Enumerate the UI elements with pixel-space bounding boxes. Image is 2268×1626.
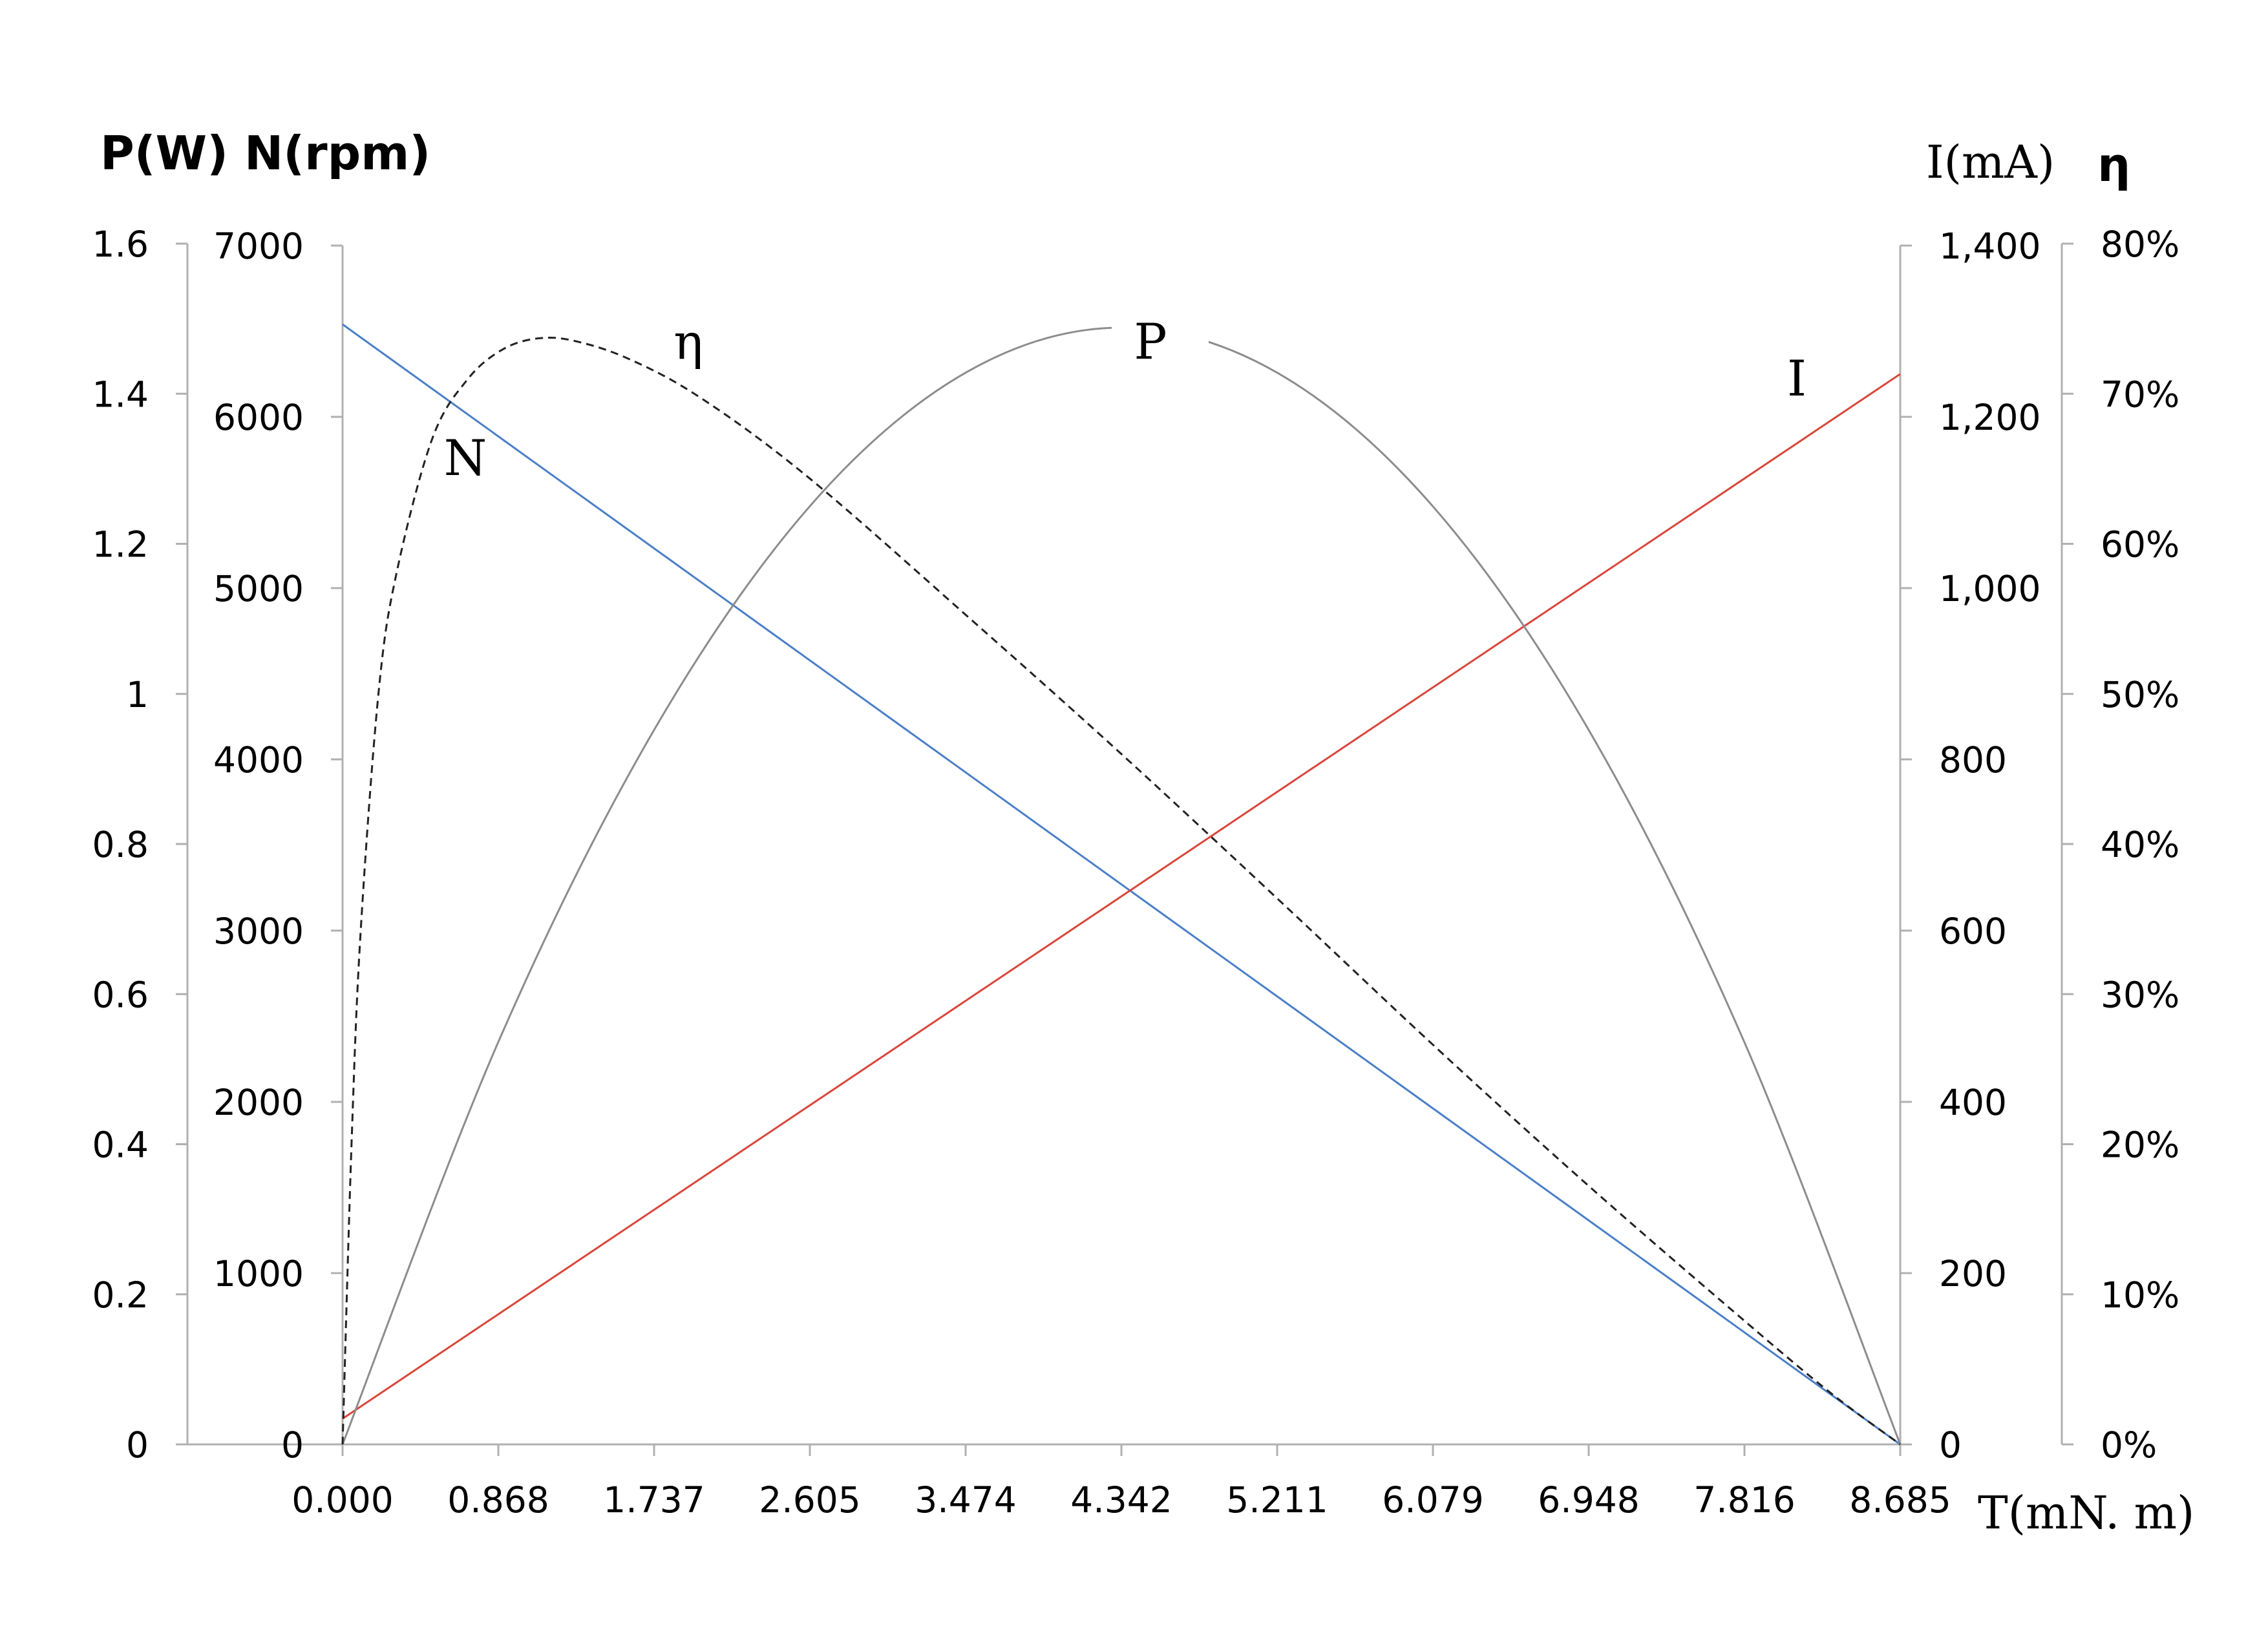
x-tick-label: 0.000 bbox=[291, 1479, 393, 1521]
x-tick-label: 2.605 bbox=[759, 1479, 860, 1521]
speed-curve-label: N bbox=[444, 429, 487, 487]
efficiency-axis-title: η bbox=[2097, 138, 2130, 192]
power-tick-label: 1 bbox=[126, 674, 149, 715]
current-curve-label: I bbox=[1787, 350, 1807, 407]
speed-tick-label: 4000 bbox=[213, 739, 304, 781]
current-tick-label: 200 bbox=[1939, 1253, 2007, 1294]
current-axis-title: I(mA) bbox=[1926, 136, 2055, 189]
power-tick-label: 0 bbox=[126, 1424, 149, 1466]
power-tick-label: 0.2 bbox=[92, 1274, 149, 1316]
efficiency-tick-label: 80% bbox=[2101, 224, 2179, 265]
current-tick-label: 400 bbox=[1939, 1082, 2007, 1123]
current-tick-label: 1,000 bbox=[1939, 568, 2040, 609]
speed-tick-label: 7000 bbox=[213, 226, 304, 267]
speed-tick-label: 2000 bbox=[213, 1082, 304, 1123]
x-tick-label: 0.868 bbox=[447, 1479, 549, 1521]
efficiency-tick-label: 40% bbox=[2101, 824, 2179, 865]
x-tick-label: 1.737 bbox=[603, 1479, 705, 1521]
speed-tick-label: 1000 bbox=[213, 1253, 304, 1294]
left-axes-title: P(W) N(rpm) bbox=[100, 126, 430, 180]
x-tick-label: 3.474 bbox=[915, 1479, 1016, 1521]
power-tick-label: 1.2 bbox=[92, 524, 149, 565]
efficiency-tick-label: 60% bbox=[2101, 524, 2179, 565]
x-tick-label: 7.816 bbox=[1693, 1479, 1795, 1521]
x-axis-title: T(mN. m) bbox=[1978, 1486, 2194, 1539]
efficiency-curve-label: η bbox=[673, 313, 703, 370]
x-tick-label: 6.079 bbox=[1382, 1479, 1483, 1521]
power-tick-label: 0.4 bbox=[92, 1124, 149, 1166]
power-tick-label: 0.8 bbox=[92, 824, 149, 865]
efficiency-tick-label: 10% bbox=[2101, 1274, 2179, 1316]
power-curve-label: P bbox=[1134, 313, 1167, 370]
current-tick-label: 0 bbox=[1939, 1424, 1962, 1466]
current-tick-label: 800 bbox=[1939, 739, 2007, 781]
current-curve bbox=[342, 373, 1901, 1420]
efficiency-tick-label: 20% bbox=[2101, 1124, 2179, 1166]
power-tick-label: 1.4 bbox=[92, 374, 149, 415]
axes-group: 0.000 0.868 1.737 2.605 3.474 4.342 5.211 6.079… bbox=[92, 224, 2180, 1521]
current-tick-label: 1,400 bbox=[1939, 226, 2040, 267]
speed-curve bbox=[342, 323, 1901, 1446]
power-tick-label: 1.6 bbox=[92, 224, 149, 265]
x-tick-label: 5.211 bbox=[1226, 1479, 1328, 1521]
efficiency-tick-label: 30% bbox=[2101, 974, 2179, 1015]
speed-axis-title: N(rpm) bbox=[244, 126, 430, 180]
current-tick-label: 1,200 bbox=[1939, 397, 2040, 438]
current-tick-label: 600 bbox=[1939, 911, 2007, 952]
x-tick-label: 4.342 bbox=[1070, 1479, 1172, 1521]
speed-tick-label: 3000 bbox=[213, 911, 304, 952]
power-label-gap bbox=[1112, 307, 1209, 346]
speed-tick-label: 5000 bbox=[213, 568, 304, 609]
power-tick-label: 0.6 bbox=[92, 974, 149, 1015]
power-axis-title: P(W) bbox=[100, 126, 228, 180]
efficiency-tick-label: 0% bbox=[2101, 1424, 2157, 1466]
speed-tick-label: 6000 bbox=[213, 397, 304, 438]
x-tick-label: 6.948 bbox=[1538, 1479, 1639, 1521]
efficiency-tick-label: 70% bbox=[2101, 374, 2179, 415]
speed-tick-label: 0 bbox=[281, 1424, 304, 1466]
labels-group: T(mN. m) P(W) N(rpm) I(mA) η N I Pη bbox=[100, 126, 2194, 1539]
curves-group bbox=[341, 323, 1902, 1446]
x-tick-label: 8.685 bbox=[1849, 1479, 1951, 1521]
efficiency-tick-label: 50% bbox=[2101, 674, 2179, 715]
efficiency-curve bbox=[341, 336, 1901, 1446]
